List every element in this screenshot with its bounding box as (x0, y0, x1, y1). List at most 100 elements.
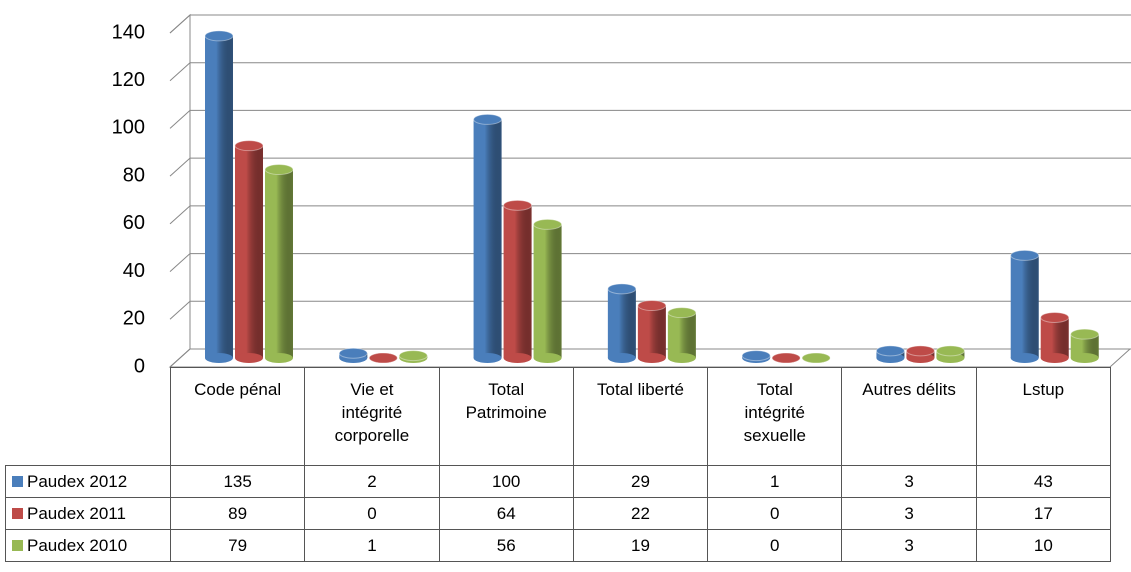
bar-base (503, 353, 532, 363)
legend-label: Paudex 2010 (27, 536, 128, 555)
cell-text: 79 (228, 536, 248, 555)
category-cell: Total liberté (572, 367, 709, 466)
bar-shade (1070, 334, 1099, 358)
side-wall (169, 13, 191, 368)
bar (875, 345, 905, 363)
bar-top (801, 352, 831, 364)
value-cell: 19 (572, 529, 709, 562)
value-cell: 135 (170, 465, 306, 498)
bar-base (667, 353, 696, 363)
bar-base (533, 353, 562, 363)
category-cell: Lstup (975, 367, 1111, 466)
bar-top (667, 307, 697, 319)
bar-base (1070, 353, 1099, 363)
bar-shade (637, 305, 666, 358)
bar-shade (503, 205, 532, 358)
bar-shade (205, 35, 233, 359)
cell-text: 22 (631, 504, 650, 523)
category-cell: Vie et intégrité corporelle (304, 367, 440, 466)
value-cell: 1 (304, 529, 440, 562)
y-tick-label: 60 (123, 212, 145, 234)
cell-text: 10 (1033, 536, 1053, 555)
bar-top (204, 30, 234, 42)
grid-line (169, 109, 1131, 129)
cell-text: Lstup (1022, 380, 1065, 399)
value-cell: 89 (170, 497, 306, 530)
bar-top (607, 283, 637, 295)
bar-shade (607, 288, 636, 358)
bar (533, 218, 563, 363)
grid-line (169, 300, 1131, 320)
cell-text: Total liberté (597, 380, 684, 399)
cell-text: 89 (228, 504, 248, 523)
cell-text: 100 (492, 472, 521, 491)
bar-base (876, 353, 905, 363)
value-cell: 3 (841, 529, 977, 562)
bar-shade (533, 224, 562, 358)
bar-top (875, 345, 905, 357)
value-cell: 3 (841, 497, 977, 530)
value-cell: 22 (572, 497, 709, 530)
bar-base (205, 353, 233, 363)
cell-text: Total Patrimoine (465, 380, 547, 422)
bar-top (503, 199, 533, 211)
legend-cell: Paudex 2010 (5, 529, 171, 562)
cell-text: 0 (367, 504, 377, 523)
bar-shade (235, 145, 263, 358)
cell-text: 29 (631, 472, 650, 491)
category-cell: Autres délits (841, 367, 977, 466)
cell-text: 2 (367, 472, 377, 491)
legend-label: Paudex 2012 (27, 472, 128, 491)
bar-top (905, 345, 935, 357)
bar-base (235, 353, 263, 363)
grid-line (169, 157, 1131, 177)
bar-top (771, 352, 801, 364)
grid-line (169, 253, 1131, 272)
bar-top (1040, 311, 1070, 323)
cell-text: 43 (1033, 472, 1053, 491)
value-cell: 64 (438, 497, 574, 530)
bar (1040, 311, 1070, 363)
grid-line (169, 348, 1131, 368)
y-tick-label: 20 (123, 308, 145, 330)
legend-swatch (12, 476, 23, 487)
bar-top (473, 113, 503, 125)
grid-line (169, 62, 1131, 82)
cell-text: Code pénal (194, 380, 282, 399)
grid-line (169, 205, 1131, 225)
y-tick-label: 0 (134, 355, 145, 377)
cell-text: 3 (904, 504, 914, 523)
value-cell: 1 (707, 465, 843, 498)
bar-base (1040, 353, 1069, 363)
value-cell: 17 (975, 497, 1111, 530)
bar (368, 352, 398, 364)
cell-text: 0 (770, 504, 780, 523)
value-cell: 29 (572, 465, 709, 498)
grid-line (169, 14, 1131, 34)
cell-text: 64 (496, 504, 516, 523)
bar-shade (473, 119, 502, 358)
bar-top (1010, 249, 1040, 261)
category-cell: Total Patrimoine (438, 367, 574, 466)
value-cell: 2 (304, 465, 440, 498)
cell-text: 19 (631, 536, 650, 555)
y-tick-label: 40 (123, 260, 145, 282)
bar-top (264, 164, 294, 176)
value-cell: 79 (170, 529, 306, 562)
bar-top (368, 352, 398, 364)
bar-top (1070, 328, 1100, 340)
bar (607, 283, 637, 363)
bar-top (935, 345, 965, 357)
bar (234, 140, 264, 363)
legend-cell: Paudex 2012 (5, 465, 171, 498)
bar (338, 347, 368, 363)
bar (503, 199, 533, 363)
bar (1010, 249, 1040, 363)
bar-top (533, 218, 563, 230)
bar (398, 350, 428, 363)
bar (801, 352, 831, 364)
bar (741, 350, 771, 363)
bar (771, 352, 801, 364)
